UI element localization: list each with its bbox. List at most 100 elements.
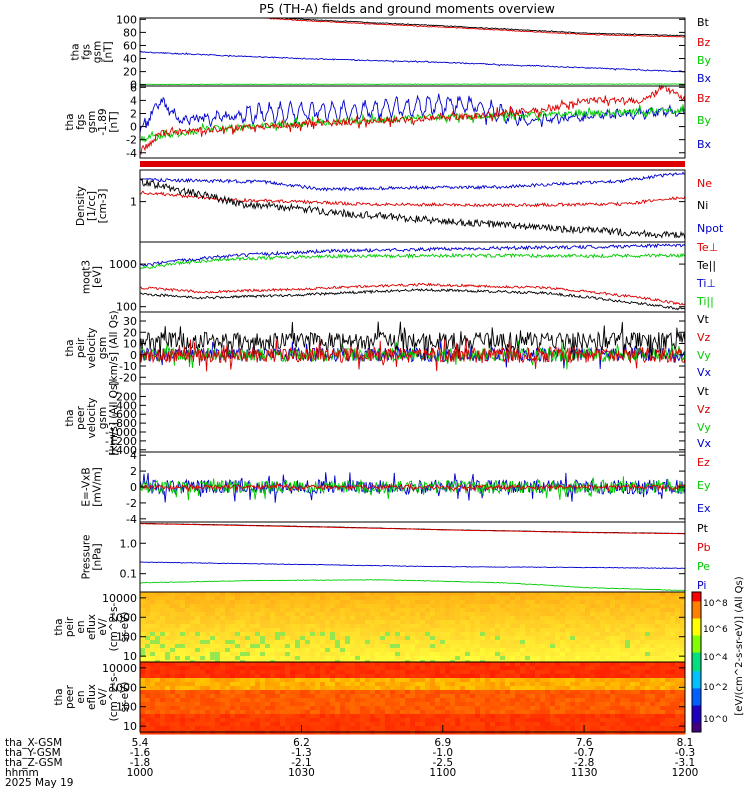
spectrogram-cell xyxy=(220,596,226,601)
spectrogram-cell xyxy=(230,628,236,633)
ylabel-peir_en: tha xyxy=(53,618,65,635)
spectrogram-cell xyxy=(660,678,666,683)
spectrogram-cell xyxy=(460,616,466,621)
spectrogram-cell xyxy=(505,718,511,723)
spectrogram-cell xyxy=(215,714,221,719)
spectrogram-cell xyxy=(655,640,661,645)
spectrogram-cell xyxy=(440,640,446,645)
spectrogram-cell xyxy=(540,596,546,601)
spectrogram-cell xyxy=(220,616,226,621)
spectrogram-cell xyxy=(440,648,446,653)
spectrogram-cell xyxy=(145,656,151,661)
spectrogram-cell xyxy=(515,636,521,641)
spectrogram-cell xyxy=(240,628,246,633)
spectrogram-cell xyxy=(460,706,466,711)
spectrogram-cell xyxy=(260,686,266,691)
spectrogram-cell xyxy=(375,616,381,621)
spectrogram-cell xyxy=(575,592,581,597)
spectrogram-cell xyxy=(270,706,276,711)
spectrogram-cell xyxy=(595,624,601,629)
spectrogram-cell xyxy=(575,624,581,629)
spectrogram-cell xyxy=(470,678,476,683)
spectrogram-cell xyxy=(345,718,351,723)
spectrogram-cell xyxy=(470,718,476,723)
spectrogram-cell xyxy=(305,682,311,687)
spectrogram-cell xyxy=(400,656,406,661)
spectrogram-cell xyxy=(240,640,246,645)
spectrogram-cell xyxy=(140,636,146,641)
spectrogram-cell xyxy=(520,604,526,609)
spectrogram-cell xyxy=(230,678,236,683)
spectrogram-cell xyxy=(355,620,361,625)
spectrogram-cell xyxy=(365,604,371,609)
spectrogram-cell xyxy=(350,648,356,653)
spectrogram-cell xyxy=(325,726,331,731)
spectrogram-cell xyxy=(610,620,616,625)
spectrogram-cell xyxy=(290,686,296,691)
spectrogram-cell xyxy=(655,628,661,633)
spectrogram-cell xyxy=(140,604,146,609)
spectrogram-cell xyxy=(680,694,686,699)
spectrogram-cell xyxy=(245,628,251,633)
spectrogram-cell xyxy=(260,652,266,657)
spectrogram-cell xyxy=(435,628,441,633)
spectrogram-cell xyxy=(360,702,366,707)
spectrogram-cell xyxy=(205,678,211,683)
spectrogram-cell xyxy=(680,656,686,661)
spectrogram-cell xyxy=(155,722,161,727)
spectrogram-cell xyxy=(525,718,531,723)
spectrogram-cell xyxy=(330,666,336,671)
spectrogram-cell xyxy=(350,624,356,629)
spectrogram-cell xyxy=(475,678,481,683)
spectrogram-cell xyxy=(250,714,256,719)
spectrogram-cell xyxy=(605,632,611,637)
spectrogram-cell xyxy=(375,722,381,727)
ytick-label-efield: 0 xyxy=(130,481,137,494)
spectrogram-cell xyxy=(410,616,416,621)
spectrogram-cell xyxy=(255,604,261,609)
spectrogram-cell xyxy=(640,620,646,625)
spectrogram-cell xyxy=(165,640,171,645)
spectrogram-cell xyxy=(390,678,396,683)
spectrogram-cell xyxy=(565,666,571,671)
spectrogram-cell xyxy=(375,726,381,731)
spectrogram-cell xyxy=(225,640,231,645)
spectrogram-cell xyxy=(305,592,311,597)
spectrogram-cell xyxy=(675,600,681,605)
spectrogram-cell xyxy=(460,714,466,719)
spectrogram-cell xyxy=(675,706,681,711)
colorbar-cell xyxy=(692,630,701,633)
spectrogram-cell xyxy=(425,628,431,633)
colorbar-cell xyxy=(692,643,701,646)
spectrogram-cell xyxy=(455,674,461,679)
spectrogram-cell xyxy=(615,592,621,597)
spectrogram-cell xyxy=(280,652,286,657)
spectrogram-cell xyxy=(220,628,226,633)
spectrogram-cell xyxy=(605,670,611,675)
spectrogram-cell xyxy=(475,726,481,731)
spectrogram-cell xyxy=(610,604,616,609)
spectrogram-cell xyxy=(565,608,571,613)
spectrogram-cell xyxy=(280,640,286,645)
spectrogram-cell xyxy=(385,666,391,671)
spectrogram-cell xyxy=(495,600,501,605)
spectrogram-cell xyxy=(310,628,316,633)
colorbar-cell xyxy=(692,655,701,658)
spectrogram-cell xyxy=(340,714,346,719)
spectrogram-cell xyxy=(425,632,431,637)
spectrogram-cell xyxy=(530,592,536,597)
ytick-label-fgm: 2 xyxy=(130,107,137,120)
spectrogram-cell xyxy=(680,628,686,633)
spectrogram-cell xyxy=(330,628,336,633)
spectrogram-cell xyxy=(675,674,681,679)
spectrogram-cell xyxy=(640,714,646,719)
ylabel-peer_en: eflux xyxy=(86,684,98,710)
spectrogram-cell xyxy=(505,628,511,633)
spectrogram-cell xyxy=(520,616,526,621)
spectrogram-cell xyxy=(525,632,531,637)
series-peir-Vt xyxy=(139,321,686,361)
spectrogram-cell xyxy=(265,686,271,691)
spectrogram-cell xyxy=(365,690,371,695)
spectrogram-cell xyxy=(660,674,666,679)
spectrogram-cell xyxy=(330,604,336,609)
